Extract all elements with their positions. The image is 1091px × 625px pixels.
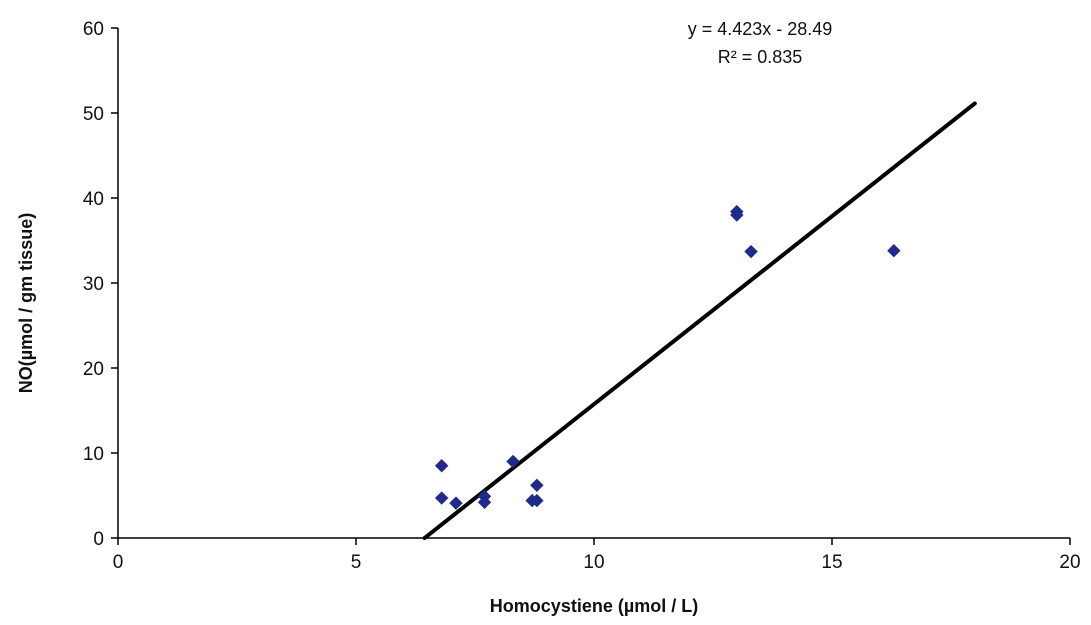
data-point (434, 491, 449, 505)
x-tick-label: 0 (113, 552, 124, 573)
data-point (744, 244, 758, 259)
y-tick-label: 40 (83, 189, 104, 210)
trendline-equation: y = 4.423x - 28.49 (688, 19, 833, 39)
data-point (449, 496, 463, 510)
x-tick-label: 20 (1059, 552, 1080, 573)
data-point (530, 478, 544, 493)
trendline (422, 101, 977, 541)
y-tick-label: 60 (83, 19, 104, 40)
y-tick-label: 20 (83, 359, 104, 380)
y-tick-label: 10 (83, 444, 104, 465)
data-point (434, 459, 449, 473)
y-axis-title: NO(µmol / gm tissue) (16, 213, 36, 393)
r-squared-label: R² = 0.835 (718, 47, 803, 67)
y-axis-ticks: 0 10 20 30 40 50 60 (83, 19, 118, 550)
y-tick-label: 50 (83, 104, 104, 125)
x-axis-title: Homocystiene (µmol / L) (490, 596, 698, 616)
data-point (887, 243, 901, 258)
x-tick-label: 10 (583, 552, 604, 573)
y-tick-label: 0 (93, 529, 104, 550)
x-tick-label: 15 (821, 552, 842, 573)
data-point (730, 208, 744, 222)
data-point (506, 454, 520, 469)
data-point (530, 493, 544, 508)
data-points (434, 204, 901, 510)
x-axis-ticks: 0 5 10 15 20 (113, 538, 1081, 573)
y-tick-label: 30 (83, 274, 104, 295)
x-tick-label: 5 (351, 552, 362, 573)
data-point (477, 495, 492, 510)
